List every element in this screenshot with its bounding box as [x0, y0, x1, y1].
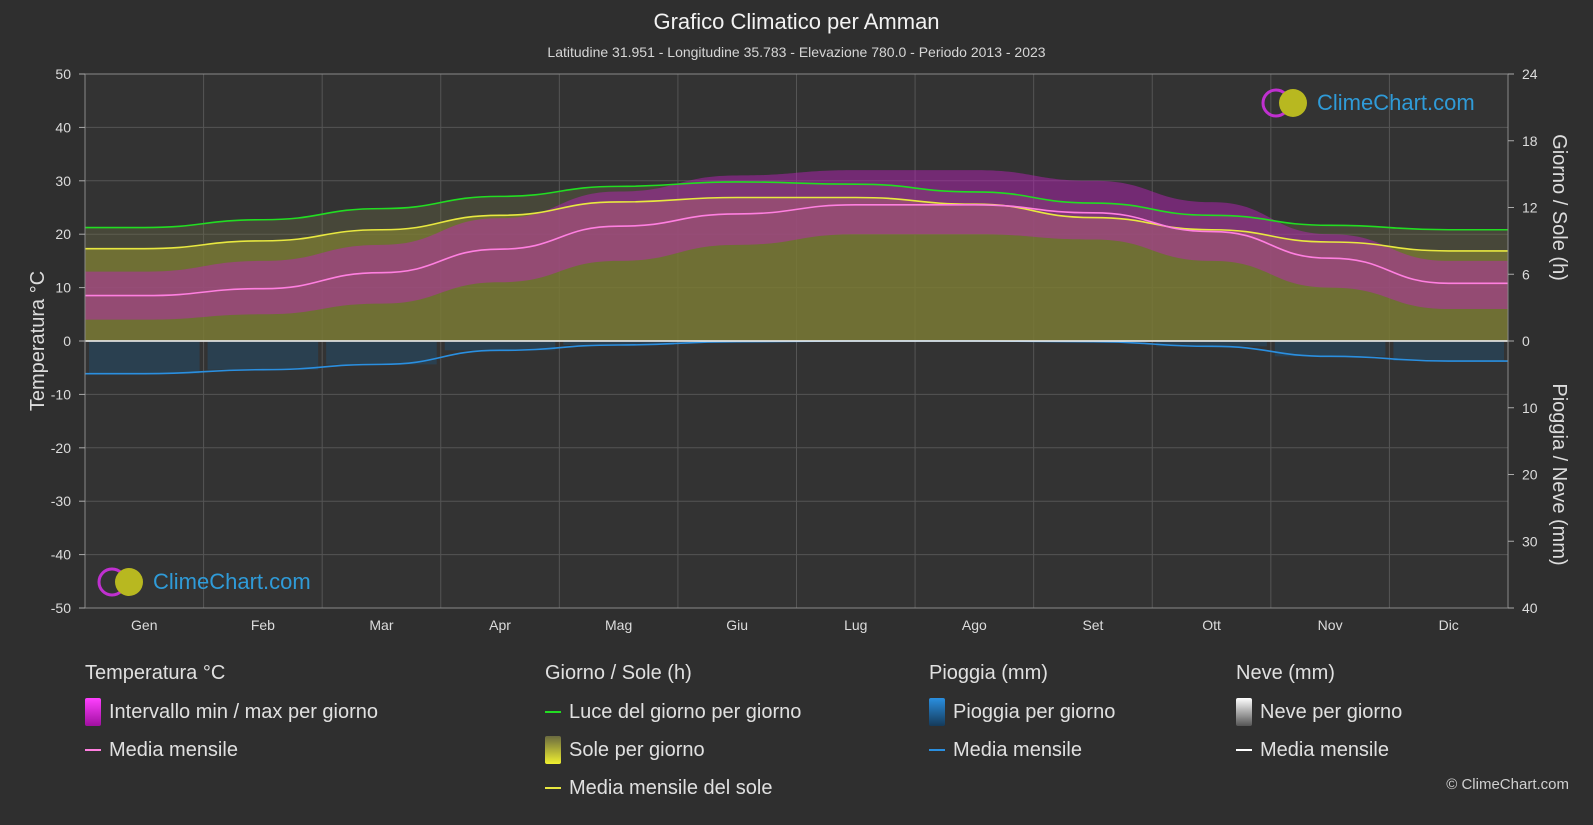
- logo-icon: [1261, 88, 1307, 118]
- daylight-line: [85, 181, 1508, 231]
- x-tick-label: Set: [1082, 617, 1103, 633]
- logo-bottom-left: ClimeChart.com: [95, 565, 311, 599]
- y-tick-label-left: 10: [55, 280, 71, 296]
- legend-item: Intervallo min / max per giorno: [85, 698, 379, 726]
- logo-text: ClimeChart.com: [153, 569, 311, 594]
- legend-title: Pioggia (mm): [929, 662, 1048, 684]
- legend-snow: Neve (mm) Neve per giorno Media mensile: [1236, 662, 1402, 776]
- legend-swatch: [545, 736, 561, 764]
- x-tick-label: Gen: [131, 617, 157, 633]
- legend-line: [929, 749, 945, 751]
- legend-swatch: [929, 698, 945, 726]
- y-tick-label-right-hours: 0: [1522, 333, 1530, 349]
- legend-rain: Pioggia (mm) Pioggia per giorno Media me…: [929, 662, 1115, 776]
- logo-top-right: ClimeChart.com: [1259, 86, 1475, 120]
- y-tick-label-right-mm: 40: [1522, 600, 1538, 616]
- legend-line: [545, 711, 561, 713]
- legend-label: Luce del giorno per giorno: [569, 700, 802, 723]
- y-tick-label-right-mm: 30: [1522, 533, 1538, 549]
- legend-title: Giorno / Sole (h): [545, 662, 692, 684]
- rain-bar: [326, 341, 437, 365]
- y-axis-label-right-mm: Pioggia / Neve (mm): [1548, 383, 1570, 565]
- rain-bar: [444, 341, 556, 351]
- legend-item: Media mensile: [85, 738, 378, 762]
- temperature-range-band: [85, 170, 1508, 320]
- legend-label: Pioggia per giorno: [953, 700, 1116, 723]
- x-tick-label: Feb: [251, 617, 275, 633]
- y-axis-label-left: Temperatura °C: [27, 271, 49, 411]
- y-tick-label-right-mm: 20: [1522, 467, 1538, 483]
- x-tick-label: Nov: [1318, 617, 1343, 633]
- legend-item: Luce del giorno per giorno: [545, 700, 801, 724]
- legend-label: Media mensile del sole: [569, 776, 773, 799]
- legend-item: Neve per giorno: [1236, 698, 1403, 726]
- legend-item: Media mensile del sole: [545, 776, 801, 800]
- chart-subtitle: Latitudine 31.951 - Longitudine 35.783 -…: [547, 44, 1046, 60]
- copyright: © ClimeChart.com: [1446, 776, 1569, 793]
- legend-title: Temperatura °C: [85, 662, 226, 684]
- y-tick-label-left: -20: [51, 440, 71, 456]
- legend-label: Intervallo min / max per giorno: [109, 700, 379, 723]
- x-tick-label: Mar: [369, 617, 393, 633]
- legend-item: Media mensile: [1236, 738, 1402, 762]
- rain-bar: [207, 341, 319, 370]
- legend-label: Media mensile: [109, 738, 238, 761]
- rain-bar: [563, 341, 674, 346]
- rain-bar: [1156, 341, 1267, 347]
- y-tick-label-right-mm: 10: [1522, 400, 1538, 416]
- x-tick-label: Giu: [726, 617, 748, 633]
- x-tick-label: Mag: [605, 617, 632, 633]
- legend-swatch: [85, 698, 101, 726]
- legend-item: Pioggia per giorno: [929, 698, 1116, 726]
- legend-line: [1236, 749, 1252, 751]
- y-tick-label-left: 40: [55, 119, 71, 135]
- y-tick-label-right-hours: 6: [1522, 266, 1530, 282]
- legend-swatch: [1236, 698, 1252, 726]
- logo-text: ClimeChart.com: [1317, 90, 1475, 115]
- legend-daylight-sun: Giorno / Sole (h) Luce del giorno per gi…: [545, 662, 801, 814]
- y-tick-label-right-hours: 18: [1522, 133, 1538, 149]
- legend-label: Sole per giorno: [569, 738, 705, 761]
- y-tick-label-left: 0: [63, 333, 71, 349]
- logo-icon: [97, 567, 143, 597]
- y-tick-label-left: 50: [55, 66, 71, 82]
- rain-bar: [1274, 341, 1386, 357]
- chart-title: Grafico Climatico per Amman: [653, 9, 940, 34]
- x-tick-label: Dic: [1439, 617, 1459, 633]
- y-tick-label-right-hours: 24: [1522, 66, 1538, 82]
- y-tick-label-right-hours: 12: [1522, 200, 1538, 216]
- temperature-mean-line: [84, 204, 1508, 297]
- x-tick-label: Lug: [844, 617, 867, 633]
- rain-bar: [89, 341, 200, 374]
- legend-line: [545, 787, 561, 789]
- y-tick-label-left: 20: [55, 226, 71, 242]
- legend-label: Media mensile: [1260, 738, 1389, 761]
- legend-line: [85, 749, 101, 751]
- sunshine-area: [85, 197, 1508, 341]
- y-tick-label-left: -10: [51, 386, 71, 402]
- x-tick-label: Ott: [1202, 617, 1221, 633]
- y-tick-label-left: -40: [51, 547, 71, 563]
- legend-item: Sole per giorno: [545, 736, 801, 764]
- legend-title: Neve (mm): [1236, 662, 1335, 684]
- legend-label: Media mensile: [953, 738, 1082, 761]
- sunshine-mean-line: [84, 196, 1508, 252]
- x-tick-label: Apr: [489, 617, 511, 633]
- legend-temperature: Temperatura °C Intervallo min / max per …: [85, 662, 378, 776]
- y-tick-label-left: 30: [55, 173, 71, 189]
- y-axis-label-right-hours: Giorno / Sole (h): [1548, 134, 1570, 281]
- x-tick-label: Ago: [962, 617, 987, 633]
- y-tick-label-left: -50: [51, 600, 71, 616]
- legend-label: Neve per giorno: [1260, 700, 1403, 723]
- y-tick-label-left: -30: [51, 493, 71, 509]
- legend-item: Media mensile: [929, 738, 1115, 762]
- rain-bar: [1393, 341, 1504, 362]
